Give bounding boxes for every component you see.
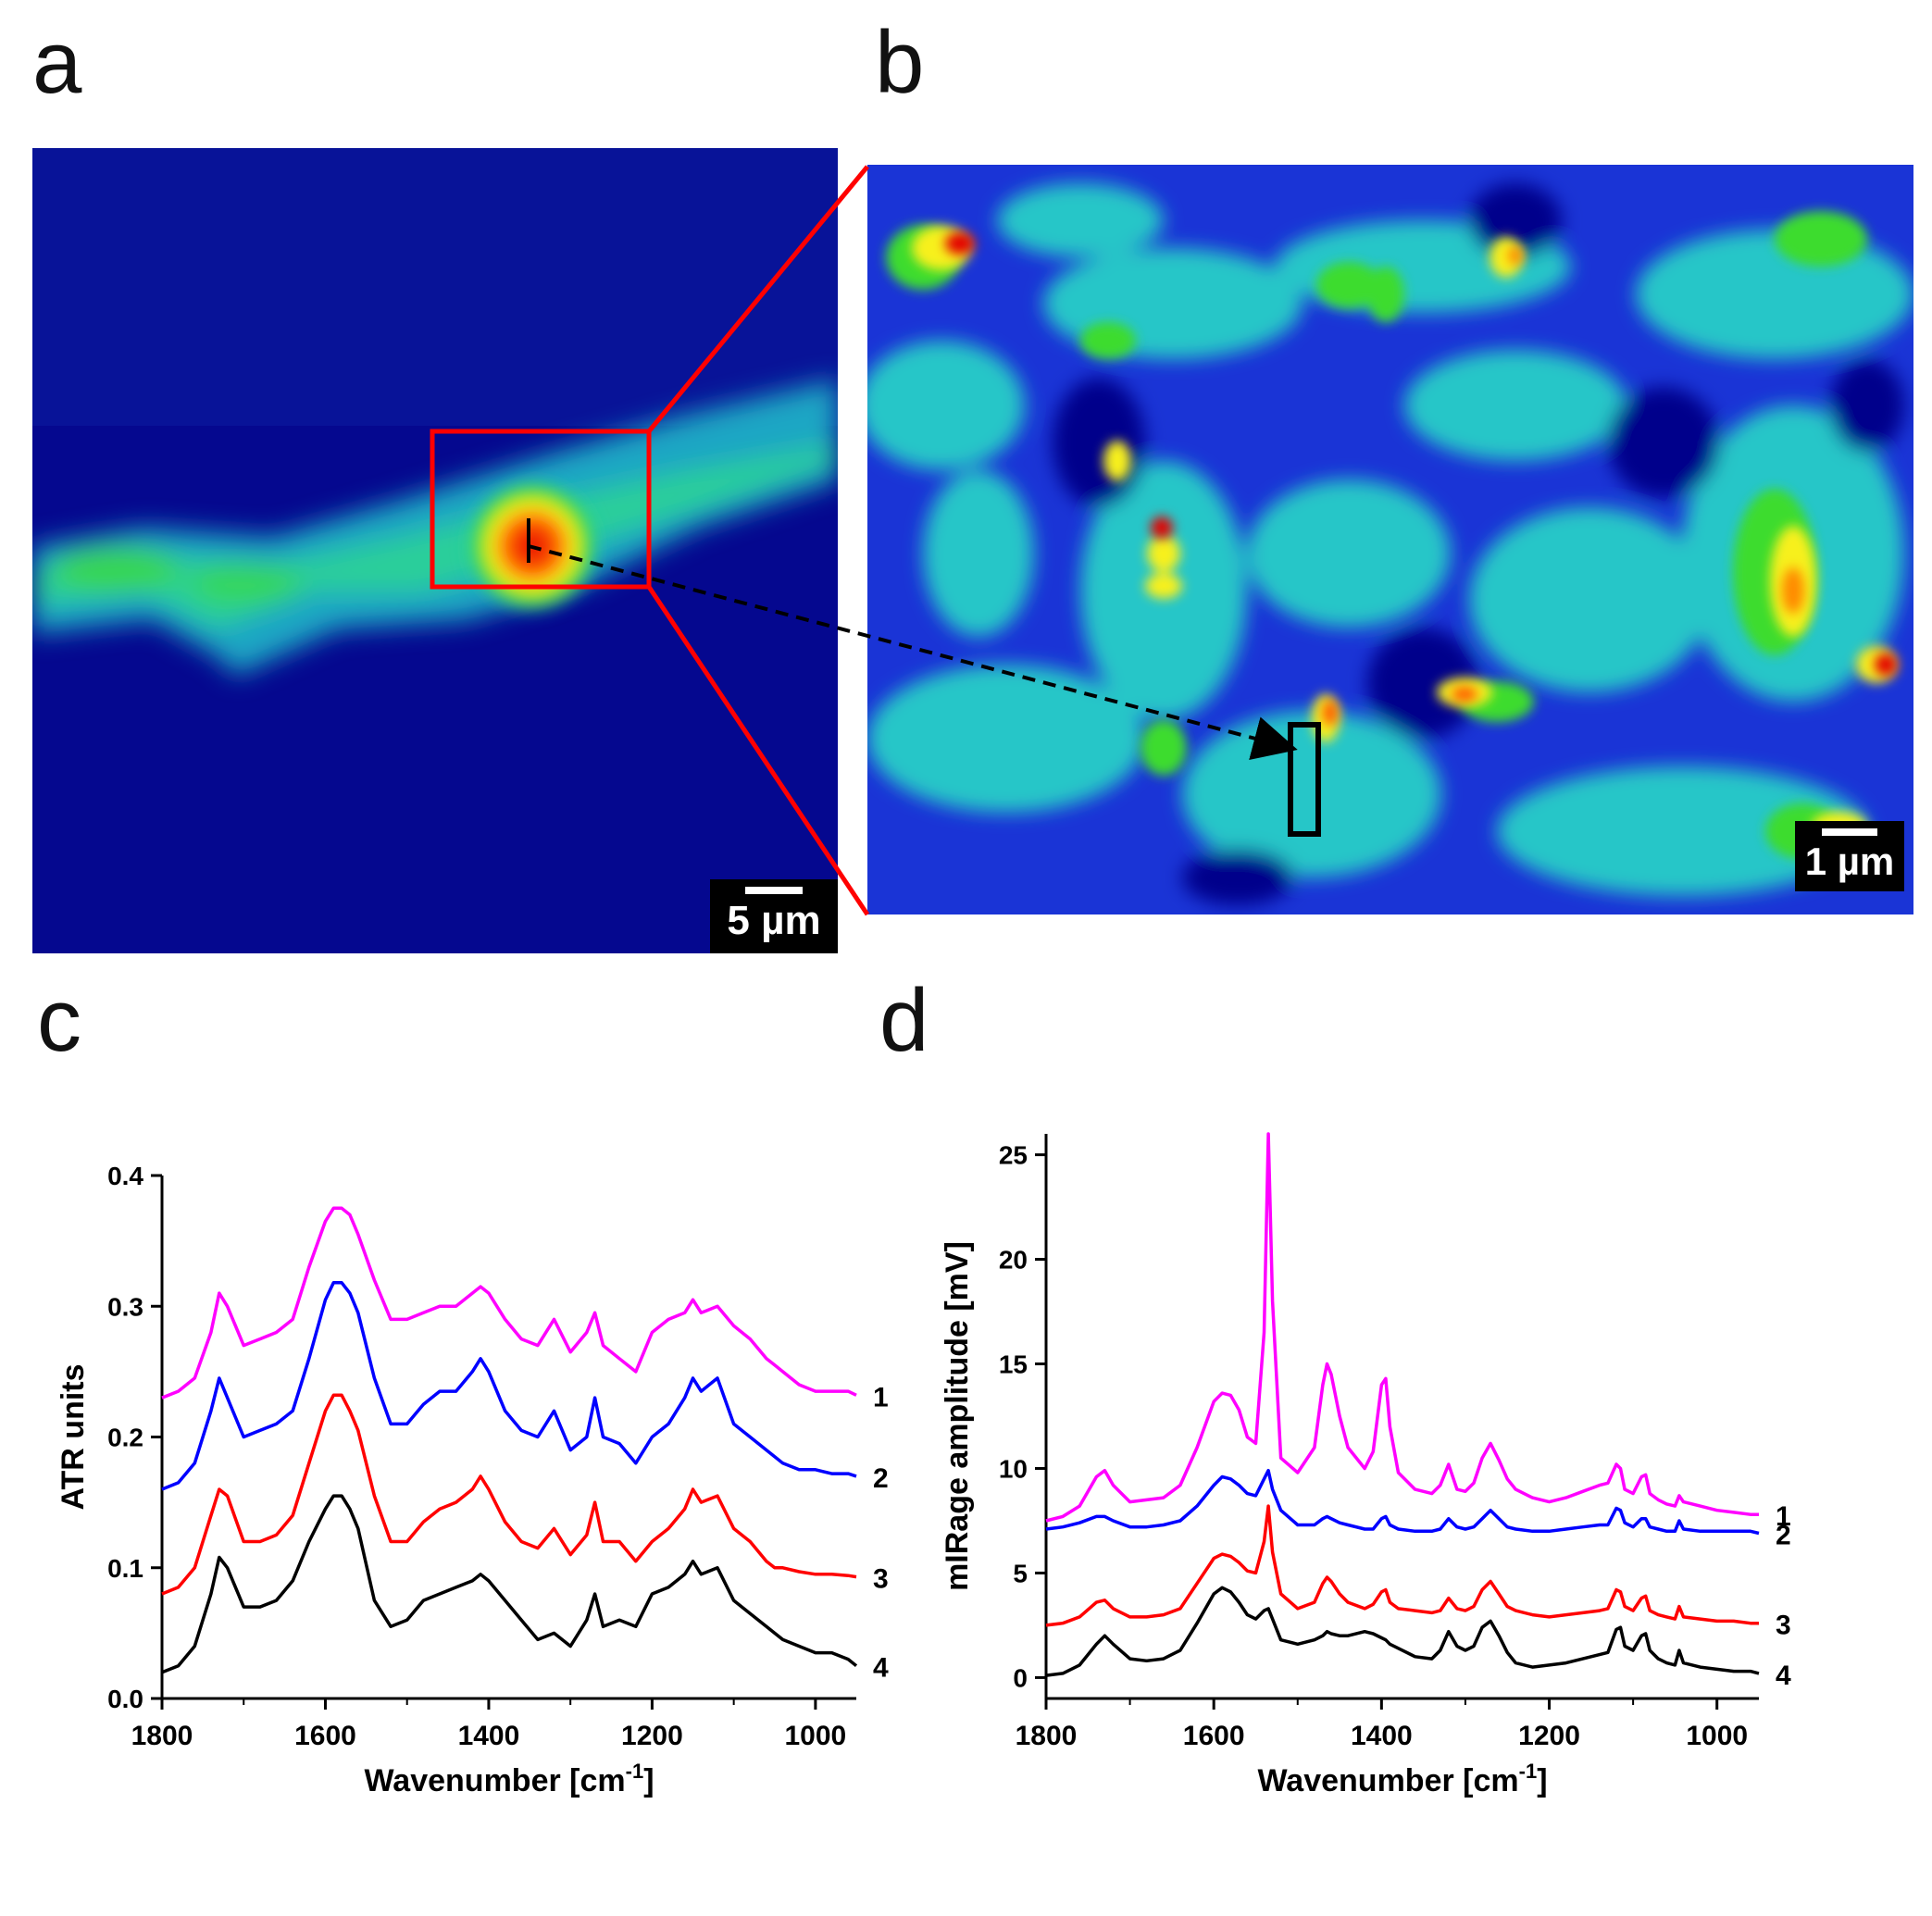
x-tick-label: 1000 — [1686, 1721, 1748, 1751]
y-axis-label: ATR units — [56, 1363, 91, 1510]
y-tick-label: 0.4 — [107, 1162, 143, 1190]
x-tick-label: 1600 — [1183, 1721, 1245, 1751]
series-label-2: 2 — [1776, 1521, 1791, 1551]
panel-letter-c: c — [37, 971, 81, 1070]
x-axis-label: Wavenumber [cm-1] — [364, 1760, 654, 1798]
x-axis-label: Wavenumber [cm-1] — [1257, 1760, 1547, 1798]
y-tick-label: 0.2 — [107, 1424, 143, 1452]
x-tick-label: 1200 — [1518, 1721, 1580, 1751]
x-tick-label: 1400 — [458, 1721, 520, 1751]
y-tick-label: 25 — [999, 1141, 1028, 1170]
y-tick-label: 0.1 — [107, 1554, 143, 1583]
heatmap-a: 5 µm — [32, 148, 838, 953]
y-tick-label: 20 — [999, 1246, 1028, 1275]
chart-d: 1800 1600 1400 1200 1000 0 5 10 15 20 25 Wavenumber… — [940, 1132, 1791, 1798]
series-line-2 — [1045, 1468, 1760, 1536]
series-label-3: 3 — [1776, 1611, 1791, 1641]
series-line-3 — [161, 1393, 857, 1596]
series-line-1 — [161, 1206, 857, 1400]
x-tick-label: 1200 — [621, 1721, 683, 1751]
chart-c: 1800 1600 1400 1200 1000 0.0 0.1 0.2 0.3 0.4 Waven… — [56, 1162, 889, 1798]
panel-letter-b: b — [875, 13, 925, 112]
scale-label-a: 5 µm — [727, 898, 821, 943]
y-tick-label: 10 — [999, 1454, 1028, 1483]
y-tick-label: 0.0 — [107, 1685, 143, 1713]
y-tick-label: 15 — [999, 1350, 1028, 1379]
x-tick-label: 1400 — [1351, 1721, 1413, 1751]
heatmap-b: 1 µm — [867, 165, 1913, 914]
y-axis-label: mIRage amplitude [mV] — [940, 1241, 975, 1591]
heatmap-a-image — [32, 148, 838, 953]
series-label-4: 4 — [873, 1653, 889, 1684]
x-tick-label: 1800 — [131, 1721, 193, 1751]
panel-letter-a: a — [32, 13, 82, 112]
x-tick-label: 1800 — [1016, 1721, 1078, 1751]
y-tick-label: 0 — [1013, 1663, 1028, 1692]
series-line-1 — [1045, 1132, 1759, 1523]
series-line-2 — [161, 1281, 857, 1491]
y-tick-label: 5 — [1013, 1559, 1028, 1587]
series-label-2: 2 — [873, 1463, 889, 1494]
x-tick-label: 1000 — [785, 1721, 847, 1751]
scale-label-b: 1 µm — [1804, 840, 1895, 883]
scale-bar-b: 1 µm — [1795, 821, 1904, 891]
series-line-4 — [1045, 1586, 1760, 1677]
series-line-3 — [1045, 1504, 1759, 1627]
y-tick-label: 0.3 — [107, 1292, 143, 1321]
series-line-4 — [161, 1494, 858, 1674]
series-label-3: 3 — [873, 1564, 889, 1595]
roi-box — [1288, 722, 1321, 837]
heatmap-b-image — [867, 165, 1913, 914]
panel-letter-d: d — [879, 971, 929, 1070]
x-tick-label: 1600 — [294, 1721, 356, 1751]
series-label-1: 1 — [873, 1382, 889, 1412]
series-label-1: 1 — [1776, 1501, 1791, 1532]
series-label-4: 4 — [1776, 1661, 1791, 1691]
scale-bar-a: 5 µm — [710, 879, 838, 953]
